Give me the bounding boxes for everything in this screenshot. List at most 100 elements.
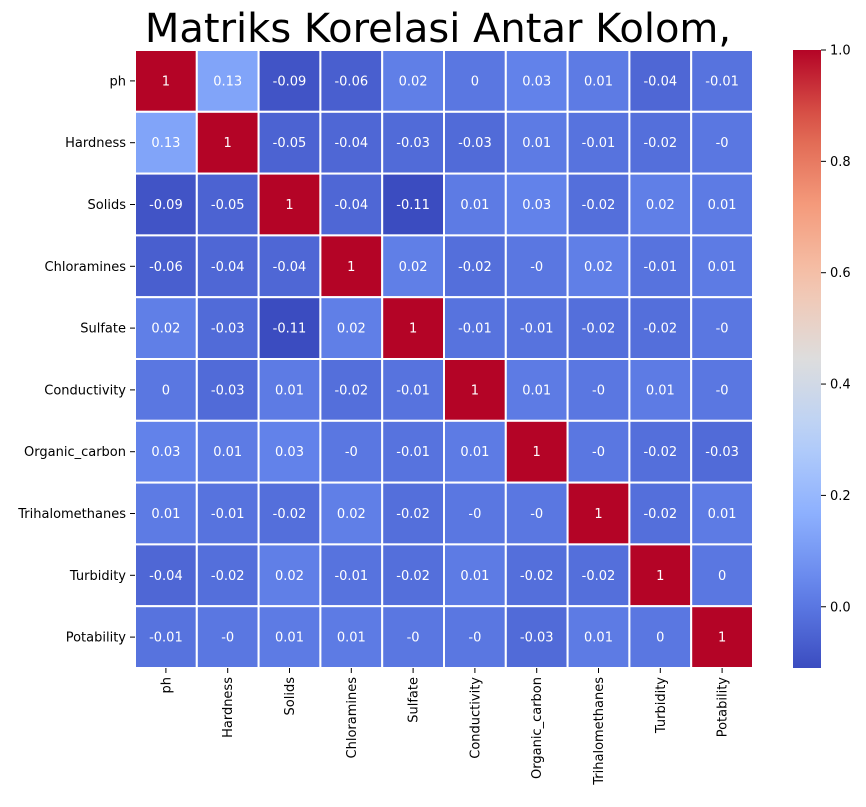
- cell-value-label: 0.03: [151, 445, 180, 460]
- cell-value-label: 0.01: [213, 445, 242, 460]
- heatmap-cell: [381, 605, 446, 670]
- cell-value-label: 0: [471, 74, 479, 89]
- cell-value-label: -0.02: [643, 322, 677, 337]
- cell-value-label: 0.02: [151, 322, 180, 337]
- cell-value-label: -0.09: [273, 74, 307, 89]
- cell-value-label: -0: [716, 322, 729, 337]
- y-tick-label: Solids: [88, 198, 127, 213]
- heatmap-cell: [690, 172, 755, 237]
- cell-value-label: -0.04: [273, 260, 307, 275]
- cell-value-label: -0: [592, 383, 605, 398]
- heatmap-cell: [690, 481, 755, 546]
- cell-value-label: 1: [285, 198, 293, 213]
- cell-value-label: 0.02: [337, 322, 366, 337]
- heatmap-cell: [134, 358, 198, 422]
- cell-value-label: 0.01: [337, 631, 366, 646]
- heatmap-cell-labels: 1 0.13 -0.09 -0.06 0.02 0 0.03 0.01 -0.04 -0.01 0.…: [149, 74, 739, 645]
- heatmap-cell: [443, 481, 507, 546]
- cell-value-label: -0.11: [273, 322, 307, 337]
- heatmap-cell: [195, 296, 260, 361]
- x-tick-label: Trihalomethanes: [592, 677, 607, 786]
- heatmap-cell: [319, 481, 384, 546]
- heatmap-cell: [628, 605, 693, 670]
- cell-value-label: -0.01: [211, 507, 245, 522]
- cell-value-label: 0.02: [584, 260, 613, 275]
- cell-value-label: -0.11: [396, 198, 430, 213]
- cell-value-label: -0.01: [705, 74, 739, 89]
- chart-title: Matriks Korelasi Antar Kolom,: [145, 6, 731, 52]
- heatmap-cell: [690, 296, 755, 361]
- cell-value-label: -0: [530, 507, 543, 522]
- cell-value-label: 0.01: [151, 507, 180, 522]
- x-tick-label: Sulfate: [407, 677, 422, 723]
- x-tick-label: Hardness: [221, 677, 236, 738]
- cell-value-label: 0.01: [646, 383, 675, 398]
- cell-value-label: -0.03: [705, 445, 739, 460]
- cell-value-label: 0.01: [522, 383, 551, 398]
- cell-value-label: -0.02: [643, 136, 677, 151]
- heatmap-cell: [566, 481, 631, 546]
- heatmap-cell: [443, 234, 507, 299]
- cell-value-label: -0.01: [396, 445, 430, 460]
- heatmap-cell: [257, 172, 322, 237]
- heatmap-cell: [443, 296, 507, 361]
- colorbar-tick-label: 1.0: [830, 44, 851, 59]
- cell-value-label: -0.06: [334, 74, 368, 89]
- cell-value-label: -0.03: [396, 136, 430, 151]
- heatmap-cell: [504, 110, 569, 175]
- cell-value-label: -0.09: [149, 198, 183, 213]
- cell-value-label: 0.13: [213, 74, 242, 89]
- heatmap-cell: [443, 110, 507, 175]
- heatmap-cell: [504, 172, 569, 237]
- cell-value-label: -0.01: [520, 322, 554, 337]
- y-tick-label: Sulfate: [80, 322, 126, 337]
- heatmap-cell: [628, 358, 693, 422]
- heatmap-cell: [628, 481, 693, 546]
- cell-value-label: -0.02: [458, 260, 492, 275]
- heatmap-cell: [690, 110, 755, 175]
- cell-value-label: -0.02: [582, 322, 616, 337]
- cell-value-label: -0.04: [334, 198, 368, 213]
- heatmap-cell: [381, 358, 446, 422]
- heatmap-cell: [443, 419, 507, 484]
- cell-value-label: 1: [162, 74, 170, 89]
- heatmap-cell: [690, 419, 755, 484]
- colorbar-tick-label: 0.0: [830, 600, 851, 615]
- heatmap-cell: [257, 358, 322, 422]
- cell-value-label: -0.02: [273, 507, 307, 522]
- y-tick-label: Turbidity: [69, 569, 126, 584]
- cell-value-label: -0.04: [334, 136, 368, 151]
- cell-value-label: -0: [221, 631, 234, 646]
- cell-value-label: -0.02: [582, 198, 616, 213]
- heatmap-cell: [566, 605, 631, 670]
- cell-value-label: 1: [533, 445, 541, 460]
- x-tick-label: Conductivity: [468, 677, 483, 759]
- heatmap-cell: [628, 172, 693, 237]
- colorbar-tick-label: 0.2: [830, 489, 851, 504]
- heatmap-cell: [134, 234, 198, 299]
- cell-value-label: 0.01: [584, 631, 613, 646]
- heatmap-cell: [134, 605, 198, 670]
- cell-value-label: -0: [468, 507, 481, 522]
- cell-value-label: 0.02: [337, 507, 366, 522]
- cell-value-label: -0.01: [643, 260, 677, 275]
- y-tick-label: Hardness: [65, 136, 126, 151]
- cell-value-label: -0.02: [334, 383, 368, 398]
- cell-value-label: 1: [718, 631, 726, 646]
- cell-value-label: -0.01: [149, 631, 183, 646]
- x-tick-label: Solids: [283, 677, 298, 716]
- cell-value-label: -0.04: [149, 569, 183, 584]
- cell-value-label: 0.01: [584, 74, 613, 89]
- heatmap-cell: [134, 419, 198, 484]
- heatmap-cell: [195, 543, 260, 608]
- cell-value-label: 0.02: [399, 74, 428, 89]
- cell-value-label: 0.02: [275, 569, 304, 584]
- y-tick-label: Potability: [66, 631, 127, 646]
- heatmap-cell: [566, 49, 631, 113]
- heatmap-cell: [443, 49, 507, 113]
- cell-value-label: -0.02: [396, 507, 430, 522]
- y-tick-label: Trihalomethanes: [17, 507, 126, 522]
- heatmap-cell: [628, 543, 693, 608]
- cell-value-label: -0.06: [149, 260, 183, 275]
